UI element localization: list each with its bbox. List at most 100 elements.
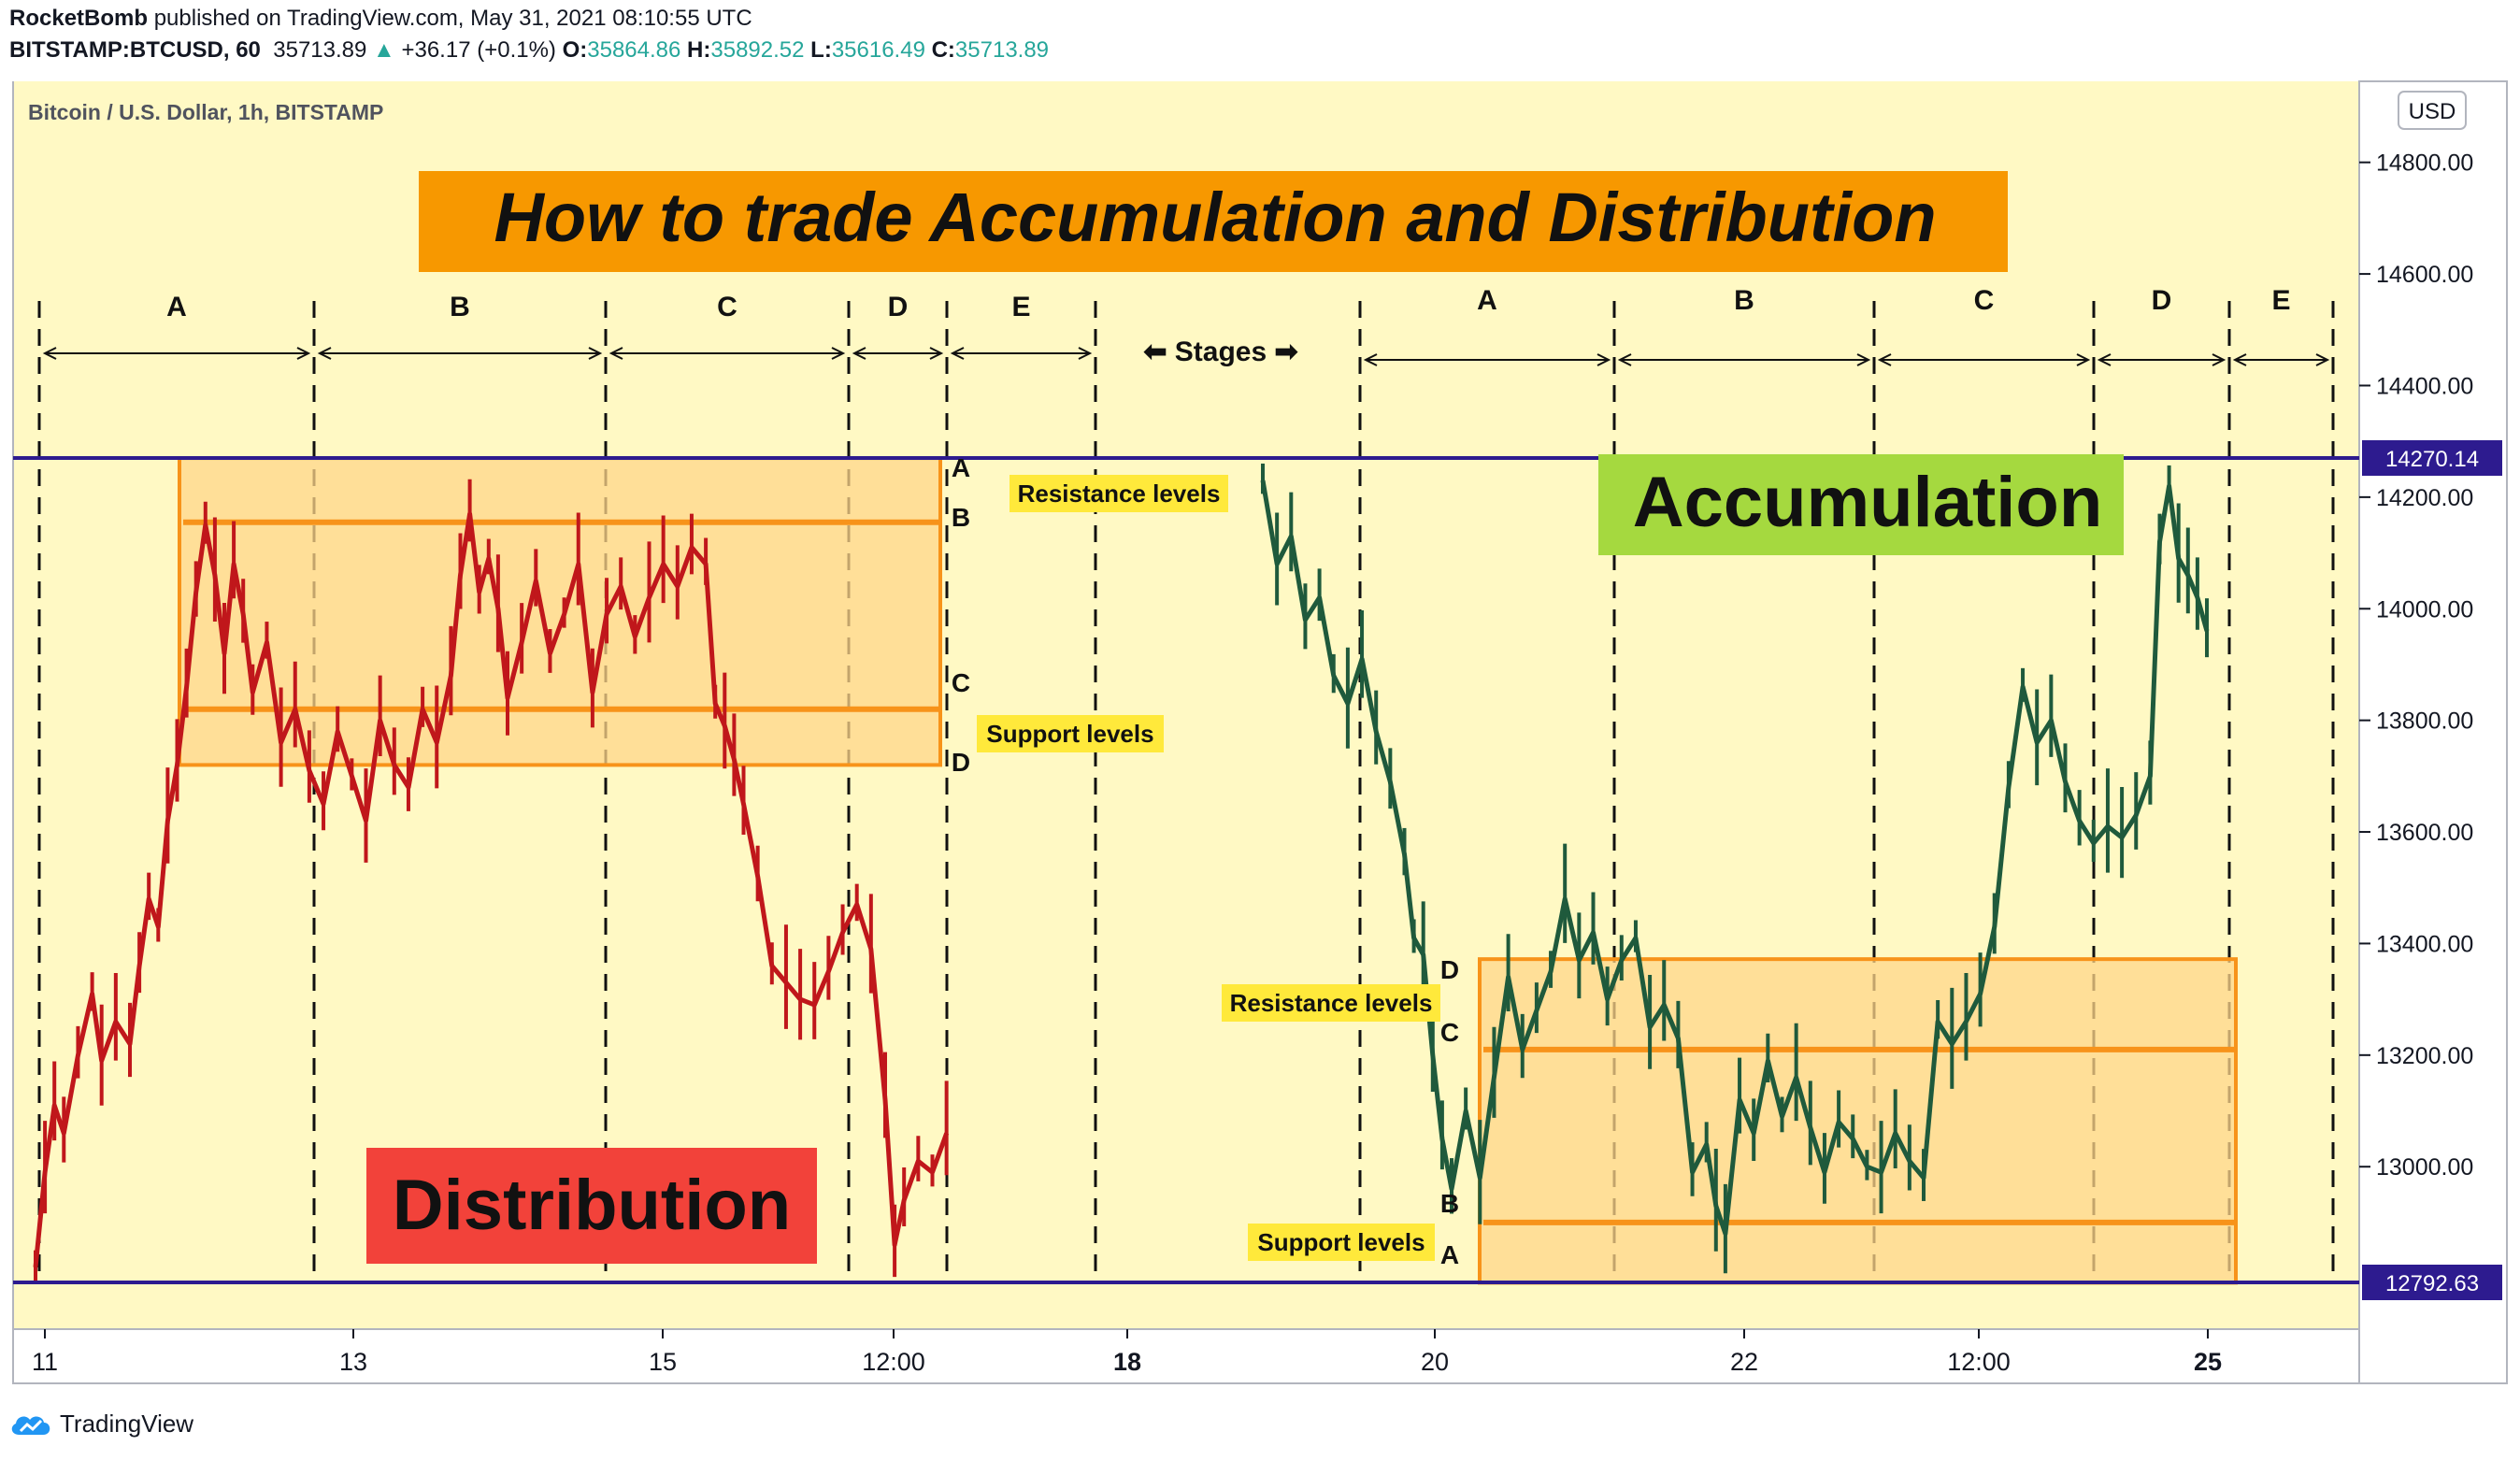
- x-tick-label: 15: [649, 1348, 677, 1376]
- y-axis-ticks: 14270.14 12792.63 13000.00 13200.00 13400.00…: [2359, 150, 2502, 1300]
- price-axis[interactable]: [2358, 80, 2508, 1384]
- y-tick-label: 13600.00: [2376, 820, 2473, 846]
- publish-date: published on TradingView.com, May 31, 20…: [153, 6, 752, 31]
- cloud-icon: [11, 1415, 50, 1435]
- dist-resistance-label-bg: [1009, 475, 1228, 512]
- accumulation-range-box: [1478, 957, 2238, 1285]
- x-axis-ticks: 11 13 15 12:00 18 20 22 12:00 25: [32, 1329, 2222, 1376]
- accumulation-arrow-head-right: [2212, 353, 2226, 366]
- price-line-value: 14270.14: [2385, 447, 2479, 472]
- x-tick-label: 12:00: [862, 1348, 925, 1376]
- distribution-stage-letter: C: [717, 292, 737, 322]
- stages-label: ⬅ Stages ➡: [1143, 336, 1298, 367]
- title-banner: [419, 171, 2008, 272]
- y-tick-label: 14600.00: [2376, 262, 2473, 288]
- high-label: H:: [687, 37, 711, 63]
- distribution-stage-letter: B: [450, 292, 470, 322]
- acc-resistance-label: Resistance levels: [1230, 989, 1433, 1017]
- accumulation-level-letter: C: [1440, 1018, 1459, 1047]
- close-label: C:: [931, 37, 955, 63]
- accumulation-arrow-head-left: [1617, 353, 1632, 366]
- distribution-arrow-head-right: [929, 347, 944, 360]
- accumulation-arrow-head-left: [2097, 353, 2112, 366]
- acc-support-label-bg: [1248, 1224, 1435, 1261]
- distribution-arrow-head-left: [609, 347, 623, 360]
- acc-support-label: Support levels: [1257, 1228, 1425, 1256]
- accumulation-arrow-head-right: [1596, 353, 1611, 366]
- accumulation-arrow-head-left: [1363, 353, 1378, 366]
- accumulation-arrow-head-right: [2315, 353, 2330, 366]
- accumulation-arrow-head-right: [2076, 353, 2091, 366]
- author-name[interactable]: RocketBomb: [9, 6, 149, 31]
- stage-dividers: [37, 301, 2335, 1282]
- distribution-badge: [366, 1148, 817, 1264]
- distribution-stage-letter: E: [1011, 292, 1030, 322]
- distribution-arrow-head-left: [852, 347, 866, 360]
- distribution-arrow-head-right: [1078, 347, 1093, 360]
- accumulation-stage-letter: B: [1734, 285, 1754, 316]
- accumulation-stage-letter: C: [1974, 285, 1995, 316]
- last-price: 35713.89: [273, 37, 367, 63]
- distribution-stage-letter: D: [888, 292, 909, 322]
- tradingview-brand: TradingView: [60, 1410, 194, 1438]
- up-arrow-icon: ▲: [373, 37, 395, 63]
- distribution-range-box: [178, 456, 942, 767]
- low-label: L:: [810, 37, 832, 63]
- ohlc-legend: BITSTAMP:BTCUSD, 60 35713.89 ▲ +36.17 (+…: [9, 37, 1049, 64]
- y-tick-label: 14000.00: [2376, 596, 2473, 623]
- open-label: O:: [562, 37, 588, 63]
- accumulation-arrow-head-left: [2232, 353, 2247, 366]
- currency-button[interactable]: [2398, 91, 2467, 130]
- x-tick-label: 22: [1730, 1348, 1758, 1376]
- accumulation-stage-letter: D: [2152, 285, 2172, 316]
- accumulation-arrow-head-left: [1877, 353, 1892, 366]
- accumulation-level-letter: B: [1440, 1189, 1459, 1218]
- price-change: +36.17 (+0.1%): [401, 37, 556, 63]
- symbol-label: BITSTAMP:BTCUSD, 60: [9, 37, 261, 63]
- distribution-level-letter: A: [952, 453, 970, 482]
- x-tick-label: 11: [32, 1348, 58, 1376]
- x-tick-label: 13: [339, 1348, 367, 1376]
- price-line-value: 12792.63: [2385, 1271, 2479, 1296]
- distribution-arrow-head-right: [831, 347, 846, 360]
- x-tick-label: 20: [1421, 1348, 1449, 1376]
- distribution-arrow-head-left: [950, 347, 965, 360]
- tradingview-logo[interactable]: TradingView: [9, 1410, 193, 1439]
- y-tick-label: 13800.00: [2376, 709, 2473, 735]
- distribution-level-letter: B: [952, 503, 970, 532]
- price-series: [33, 463, 2210, 1281]
- currency-button-label: USD: [2409, 99, 2456, 124]
- dist-support-label: Support levels: [986, 720, 1153, 748]
- acc-resistance-label-bg: [1222, 984, 1440, 1022]
- y-tick-label: 14200.00: [2376, 485, 2473, 511]
- price-line-tag: [2362, 440, 2502, 476]
- y-tick-label: 13000.00: [2376, 1154, 2473, 1181]
- y-tick-label: 13400.00: [2376, 931, 2473, 957]
- time-axis[interactable]: [12, 1328, 2360, 1384]
- low-value: 35616.49: [831, 37, 925, 63]
- distribution-arrow-head-right: [296, 347, 311, 360]
- accumulation-level-letter: A: [1440, 1240, 1459, 1269]
- publish-info: RocketBomb published on TradingView.com,…: [9, 6, 752, 32]
- x-tick-label: 18: [1113, 1348, 1141, 1376]
- y-tick-label: 13200.00: [2376, 1043, 2473, 1069]
- distribution-arrow-head-left: [317, 347, 332, 360]
- distribution-arrow-head-left: [42, 347, 57, 360]
- dist-resistance-label: Resistance levels: [1018, 480, 1221, 508]
- accumulation-badge-label: Accumulation: [1633, 463, 2103, 542]
- y-tick-label: 14400.00: [2376, 373, 2473, 399]
- x-tick-label: 12:00: [1947, 1348, 2011, 1376]
- accumulation-arrow-head-right: [1856, 353, 1871, 366]
- close-value: 35713.89: [954, 37, 1050, 63]
- distribution-badge-label: Distribution: [393, 1166, 791, 1245]
- price-line-tag: [2362, 1265, 2502, 1300]
- y-tick-label: 14800.00: [2376, 150, 2473, 177]
- accumulation-level-letter: D: [1440, 955, 1459, 984]
- distribution-arrow-head-right: [588, 347, 603, 360]
- distribution-level-letter: D: [952, 748, 970, 777]
- distribution-level-letter: C: [952, 668, 970, 697]
- dist-support-label-bg: [977, 715, 1164, 752]
- chart-symbol-title: Bitcoin / U.S. Dollar, 1h, BITSTAMP: [28, 100, 383, 124]
